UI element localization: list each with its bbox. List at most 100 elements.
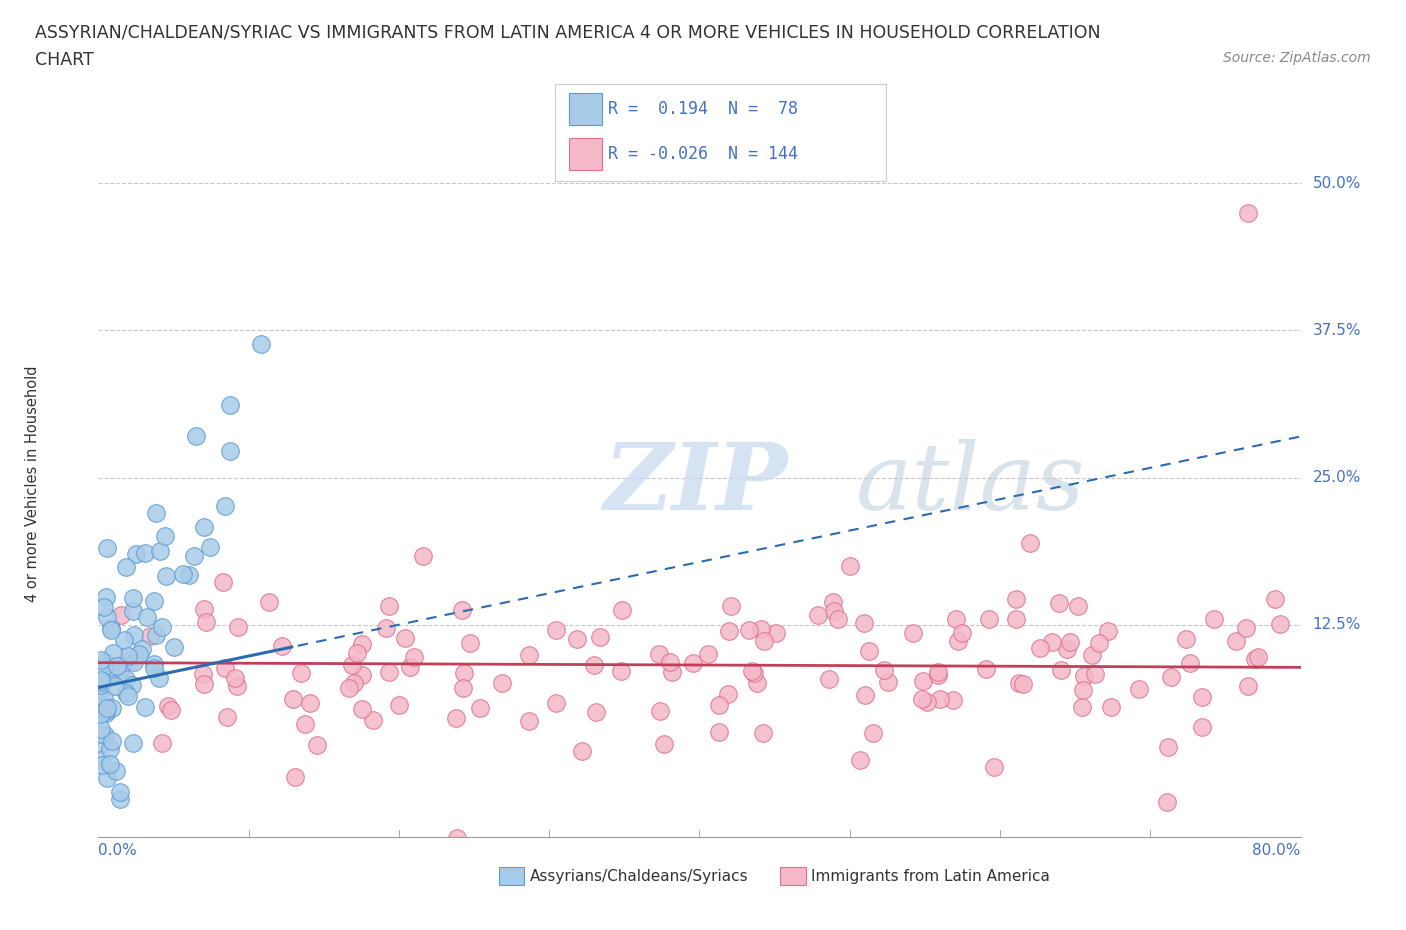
Point xyxy=(1029,641,1052,656)
Point xyxy=(90,672,112,687)
Point xyxy=(94,728,117,743)
Point xyxy=(1019,535,1042,550)
Point xyxy=(214,660,236,675)
Point xyxy=(1004,611,1026,626)
Point xyxy=(125,547,148,562)
Point xyxy=(101,665,124,680)
Text: R = -0.026  N = 144: R = -0.026 N = 144 xyxy=(609,145,799,163)
Point xyxy=(150,736,173,751)
Point xyxy=(94,705,117,720)
Point xyxy=(155,568,177,583)
Point xyxy=(100,620,122,635)
Point xyxy=(654,737,676,751)
Point xyxy=(468,700,491,715)
Point xyxy=(114,671,136,686)
Point xyxy=(108,791,131,806)
Text: 25.0%: 25.0% xyxy=(1313,471,1361,485)
Point xyxy=(342,658,364,673)
Point xyxy=(1084,667,1107,682)
Point xyxy=(100,659,122,674)
Point xyxy=(150,619,173,634)
Point xyxy=(589,630,612,644)
Point xyxy=(1157,739,1180,754)
Point xyxy=(752,726,775,741)
Point xyxy=(90,682,112,697)
Point xyxy=(1066,599,1088,614)
Point xyxy=(96,771,118,786)
Point xyxy=(350,668,373,683)
Point xyxy=(838,559,860,574)
Point xyxy=(720,599,742,614)
Point xyxy=(862,725,884,740)
Point xyxy=(1268,617,1291,631)
Point xyxy=(927,668,949,683)
Point xyxy=(290,666,312,681)
Point xyxy=(682,655,704,670)
Point xyxy=(741,664,763,679)
Point xyxy=(214,498,236,513)
Point xyxy=(444,711,467,725)
Point xyxy=(942,692,965,707)
Point xyxy=(1012,677,1035,692)
Point xyxy=(104,764,127,778)
Point xyxy=(90,678,112,693)
Point xyxy=(352,702,374,717)
Text: ASSYRIAN/CHALDEAN/SYRIAC VS IMMIGRANTS FROM LATIN AMERICA 4 OR MORE VEHICLES IN : ASSYRIAN/CHALDEAN/SYRIAC VS IMMIGRANTS F… xyxy=(35,23,1101,41)
Point xyxy=(94,655,117,670)
Point xyxy=(1237,206,1260,220)
Point xyxy=(115,560,138,575)
Point xyxy=(101,734,124,749)
Point xyxy=(112,632,135,647)
Point xyxy=(1081,647,1104,662)
Point xyxy=(910,691,932,706)
Point xyxy=(110,658,132,673)
Point xyxy=(193,667,215,682)
Point xyxy=(1047,596,1070,611)
Point xyxy=(193,602,215,617)
Point xyxy=(738,622,761,637)
Point xyxy=(818,671,841,686)
Point xyxy=(212,575,235,590)
Point xyxy=(90,752,112,767)
Point xyxy=(90,707,112,722)
Point xyxy=(1263,591,1285,606)
Point xyxy=(1099,699,1122,714)
Point xyxy=(148,671,170,685)
Point xyxy=(1160,670,1182,684)
Point xyxy=(215,709,238,724)
Point xyxy=(648,703,671,718)
Point xyxy=(218,397,240,412)
Point xyxy=(105,658,128,673)
Point xyxy=(259,595,281,610)
Point xyxy=(398,659,420,674)
Point xyxy=(94,590,117,604)
Point xyxy=(96,700,118,715)
Text: 4 or more Vehicles in Household: 4 or more Vehicles in Household xyxy=(25,365,39,602)
Point xyxy=(707,724,730,739)
Point xyxy=(94,698,117,713)
Point xyxy=(742,665,765,680)
Point xyxy=(1049,662,1071,677)
Point xyxy=(157,698,180,713)
Point xyxy=(98,756,121,771)
Point xyxy=(145,627,167,642)
Point xyxy=(1056,642,1078,657)
Point xyxy=(115,686,138,701)
Point xyxy=(571,743,593,758)
Point xyxy=(1244,651,1267,666)
Point xyxy=(1059,635,1081,650)
Point xyxy=(873,662,896,677)
Point xyxy=(1191,720,1213,735)
Point xyxy=(224,671,246,685)
Point xyxy=(134,545,156,560)
Point xyxy=(350,637,373,652)
Point xyxy=(519,713,541,728)
Point xyxy=(1175,631,1198,646)
Point xyxy=(284,770,307,785)
Point xyxy=(609,663,631,678)
Point xyxy=(821,594,844,609)
Point xyxy=(110,661,132,676)
Point xyxy=(298,696,321,711)
Point xyxy=(117,689,139,704)
Point xyxy=(1071,699,1094,714)
